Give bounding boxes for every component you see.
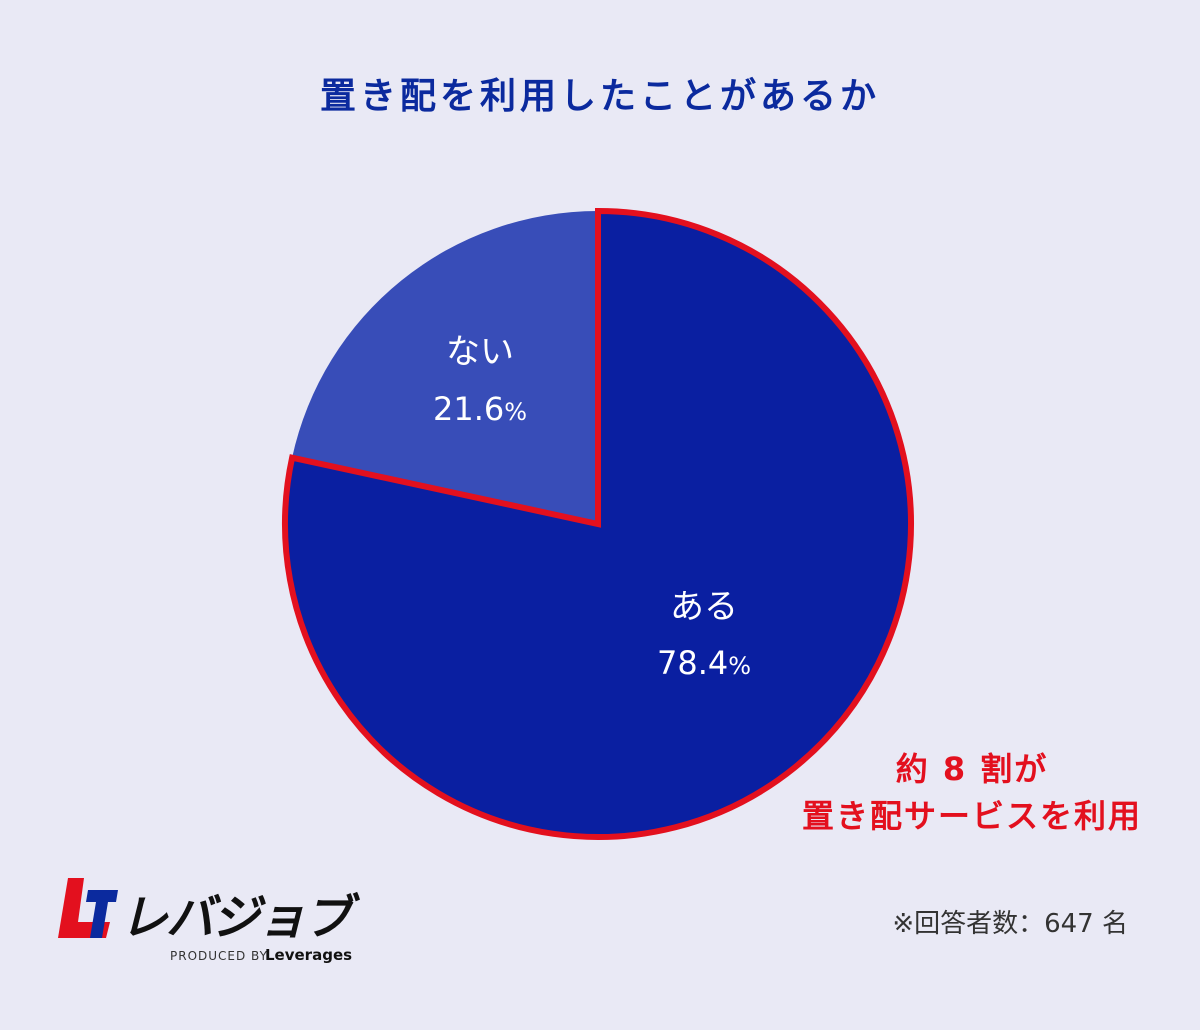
slice-value-no: 21.6%: [433, 390, 527, 428]
logo-brand: Leverages: [265, 946, 352, 964]
slice-value-no-unit: %: [504, 398, 527, 426]
slice-label-no: ない: [446, 332, 514, 372]
slice-value-yes-number: 78.4: [657, 644, 728, 682]
pie-chart: [282, 207, 914, 840]
leverages-logo-icon: [58, 878, 118, 938]
chart-title: 置き配を利用したことがあるか: [320, 76, 880, 117]
logo-produced-by: PRODUCED BY: [170, 949, 268, 963]
slice-value-yes: 78.4%: [657, 644, 751, 682]
respondent-count-note: ※回答者数：647 名: [892, 909, 1128, 939]
logo-text: レバジョブ: [120, 890, 360, 946]
slice-value-yes-unit: %: [728, 652, 751, 680]
annotation-line-1: 約 8 割が: [896, 750, 1049, 788]
annotation-line-2: 置き配サービスを利用: [802, 797, 1142, 835]
pie-slice-no: [292, 210, 598, 524]
slice-value-no-number: 21.6: [433, 390, 504, 428]
pie-slice-yes: [282, 207, 914, 840]
slice-label-yes: ある: [670, 587, 738, 627]
